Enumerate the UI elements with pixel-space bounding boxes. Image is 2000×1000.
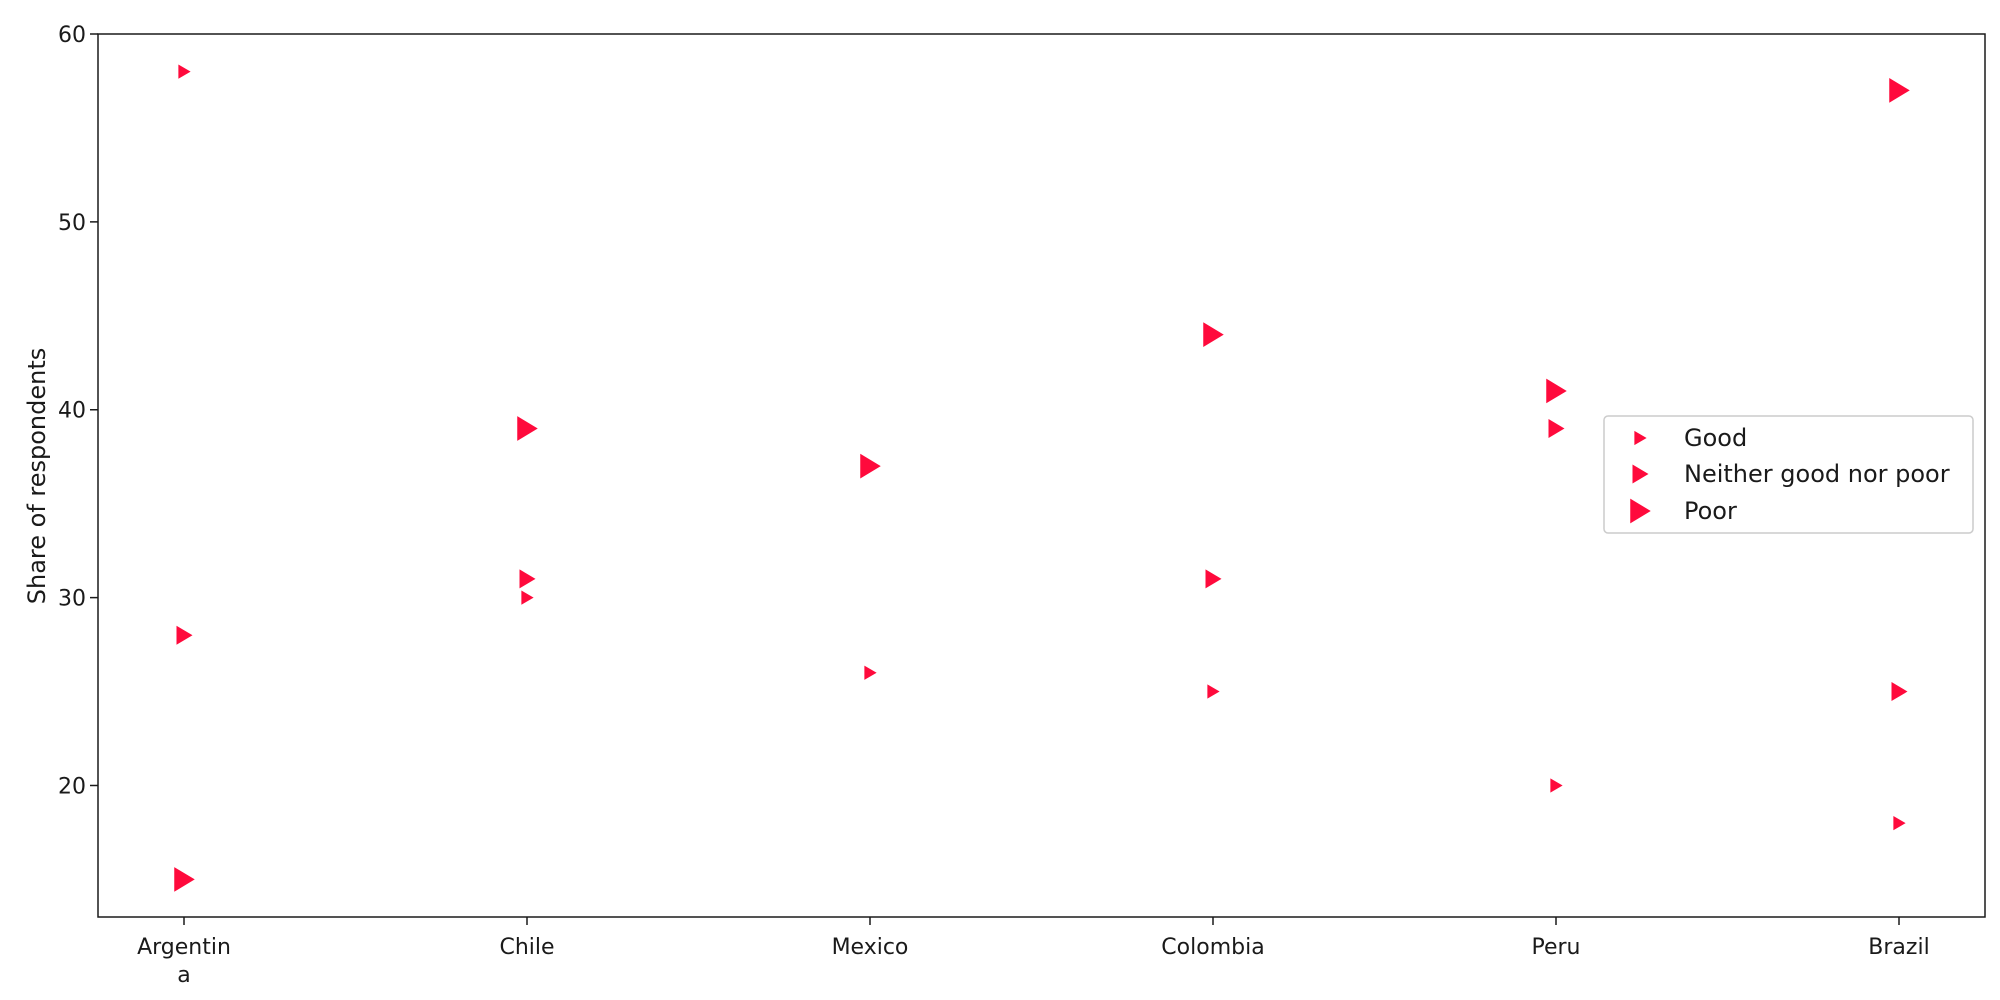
- legend-marker: [1632, 464, 1649, 484]
- point-2-0: [174, 867, 195, 892]
- legend-marker: [1634, 430, 1647, 446]
- point-1-3: [1205, 569, 1222, 589]
- point-1-1: [519, 569, 536, 589]
- x-tick-label: Colombia: [1161, 935, 1264, 960]
- legend: Good Neither good nor poor Poor: [1603, 415, 1974, 534]
- legend-frame: [1603, 415, 1974, 534]
- x-tick-label: Brazil: [1868, 935, 1929, 960]
- x-tick-label: Argentin: [137, 935, 231, 960]
- point-1-5: [1891, 682, 1908, 702]
- legend-label: Neither good nor poor: [1684, 460, 1950, 488]
- point-1-0: [176, 625, 193, 645]
- x-tick-label: Peru: [1531, 935, 1580, 960]
- point-0-0: [178, 64, 191, 79]
- point-2-2: [860, 453, 881, 479]
- point-2-4: [1546, 378, 1567, 404]
- x-tick-label: Mexico: [832, 935, 909, 960]
- y-tick-label: 30: [58, 587, 86, 612]
- point-0-2: [864, 665, 877, 680]
- point-0-3: [1207, 684, 1220, 699]
- y-axis: 20 30 40 50 60: [58, 23, 98, 799]
- y-tick-label: 50: [58, 211, 86, 236]
- point-0-4: [1550, 778, 1563, 793]
- point-2-3: [1203, 322, 1224, 347]
- x-axis: Argentin a Chile Mexico Colombia Peru Brazil: [137, 917, 1930, 988]
- point-2-5: [1889, 78, 1910, 103]
- point-0-5: [1893, 815, 1906, 831]
- point-2-1: [517, 416, 538, 441]
- y-tick-label: 60: [58, 23, 86, 48]
- legend-marker: [1630, 498, 1651, 524]
- point-0-1: [521, 590, 534, 605]
- legend-label: Poor: [1684, 497, 1737, 525]
- y-axis-label: Share of respondents: [23, 348, 51, 605]
- point-1-4: [1548, 419, 1565, 439]
- x-tick-label: a: [177, 963, 190, 988]
- data-points: [174, 64, 1910, 892]
- x-tick-label: Chile: [499, 935, 554, 960]
- y-tick-label: 40: [58, 399, 86, 424]
- y-tick-label: 20: [58, 774, 86, 799]
- legend-label: Good: [1684, 424, 1747, 452]
